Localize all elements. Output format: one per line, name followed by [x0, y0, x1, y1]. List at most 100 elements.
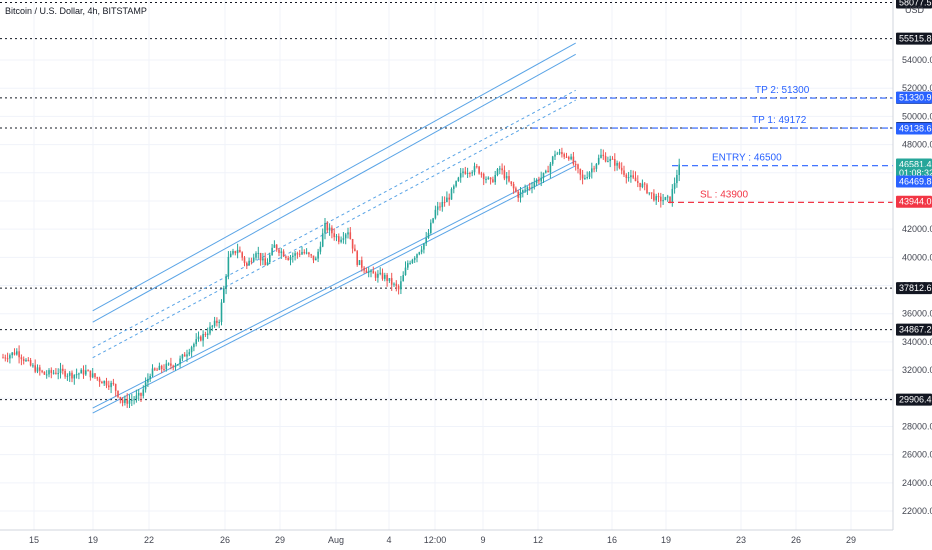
level-tag-4: 37812.67	[899, 283, 932, 293]
candle-body	[110, 382, 112, 388]
candle-body	[275, 244, 278, 250]
candle-body	[453, 186, 455, 190]
candle-body	[87, 370, 89, 372]
candle-body	[526, 187, 529, 190]
candle-body	[584, 178, 586, 180]
candle-body	[85, 370, 87, 375]
level-tag-1: 55515.81	[899, 34, 932, 44]
candle-body	[296, 253, 299, 255]
price-tags-layer: 58077.5255515.8151311.3149172.1837812.67…	[896, 0, 932, 406]
channel-lower-line[interactable]	[92, 165, 576, 414]
trade-levels-layer[interactable]: TP 2: 51300 TP 1: 49172 ENTRY : 46500 SL : …	[520, 85, 893, 203]
candle-body	[151, 368, 154, 377]
currency-label[interactable]: USD	[905, 5, 925, 15]
candle-body	[308, 252, 310, 255]
trade-level-label-1[interactable]: TP 1: 49172	[752, 115, 807, 126]
candle-body	[57, 373, 59, 375]
candle-body	[503, 170, 506, 179]
candle-body	[370, 271, 372, 273]
x-tick-label-6: 4	[386, 535, 391, 545]
candle-body	[289, 256, 292, 261]
candle-body	[657, 196, 660, 198]
candle-body	[101, 381, 103, 384]
price-axis[interactable]: 22000.0024000.0026000.0028000.0030000.00…	[892, 0, 932, 530]
candle-body	[551, 156, 554, 164]
candle-body	[519, 191, 522, 198]
candle-body	[200, 336, 202, 341]
candle-body	[163, 368, 165, 370]
candle-body	[480, 173, 483, 175]
candle-body	[4, 357, 7, 359]
horizontal-levels-layer	[0, 2, 893, 401]
candle-body	[439, 206, 441, 208]
trade-level-label-0[interactable]: TP 2: 51300	[755, 85, 810, 96]
candle-body	[160, 365, 163, 369]
candle-body	[43, 371, 46, 375]
candle-body	[664, 197, 667, 201]
candle-body	[232, 251, 234, 254]
channel-mid-line[interactable]	[92, 99, 576, 359]
candle-body	[25, 359, 27, 361]
candle-body	[535, 179, 538, 184]
candle-body	[213, 320, 216, 326]
candle-body	[418, 252, 421, 255]
x-tick-label-10: 16	[607, 535, 617, 545]
candle-body	[568, 157, 570, 160]
candle-body	[634, 177, 637, 182]
candle-body	[666, 196, 669, 198]
y-tick-label-5: 32000.00	[902, 365, 932, 375]
channel-upper-line-2[interactable]	[92, 53, 576, 323]
candle-body	[16, 351, 18, 355]
trade-level-label-3[interactable]: SL : 43900	[700, 189, 748, 200]
y-tick-label-14: 50000.00	[902, 111, 932, 121]
grid-layer	[0, 0, 893, 530]
trade-level-label-2[interactable]: ENTRY : 46500	[712, 153, 782, 164]
candle-body	[121, 399, 124, 403]
candle-body	[623, 170, 625, 175]
candle-body	[361, 260, 363, 268]
channel-lower-line-2[interactable]	[92, 160, 576, 409]
candle-body	[9, 355, 11, 359]
candle-body	[473, 166, 476, 173]
candle-body	[193, 344, 195, 348]
candle-body	[66, 375, 69, 377]
candle-body	[220, 302, 223, 322]
candle-body	[285, 256, 287, 258]
candle-body	[641, 183, 644, 188]
candle-body	[11, 352, 13, 356]
channel-mid-line-2[interactable]	[92, 89, 576, 349]
candle-body	[282, 251, 285, 257]
candle-body	[409, 262, 411, 264]
candle-body	[522, 190, 524, 192]
candle-body	[528, 187, 531, 189]
candle-body	[158, 365, 161, 370]
candle-body	[620, 167, 623, 171]
candle-body	[303, 251, 306, 254]
candle-body	[202, 333, 204, 341]
candle-body	[250, 260, 253, 262]
candle-body	[117, 390, 119, 397]
candle-body	[266, 262, 269, 266]
candle-body	[195, 339, 197, 345]
candle-body	[174, 365, 177, 368]
candle-body	[128, 400, 131, 404]
channel-layer[interactable]	[92, 42, 576, 414]
candle-body	[436, 206, 439, 210]
candle-body	[459, 173, 462, 178]
candle-body	[338, 236, 340, 242]
candle-body	[271, 247, 273, 255]
candle-body	[55, 372, 57, 374]
channel-upper-line[interactable]	[92, 42, 576, 312]
candle-body	[172, 365, 174, 368]
price-tag-1: 49138.68	[899, 124, 932, 134]
candle-body	[579, 168, 582, 175]
time-axis[interactable]: 15 19 22 26 29 Aug 4 12:00 9 12 16 19 23 26 29	[0, 529, 893, 545]
candle-body	[648, 192, 651, 194]
candle-body	[554, 154, 556, 157]
candle-body	[540, 177, 542, 182]
candle-body	[335, 236, 338, 238]
candle-body	[137, 393, 140, 396]
candle-body	[469, 172, 471, 174]
